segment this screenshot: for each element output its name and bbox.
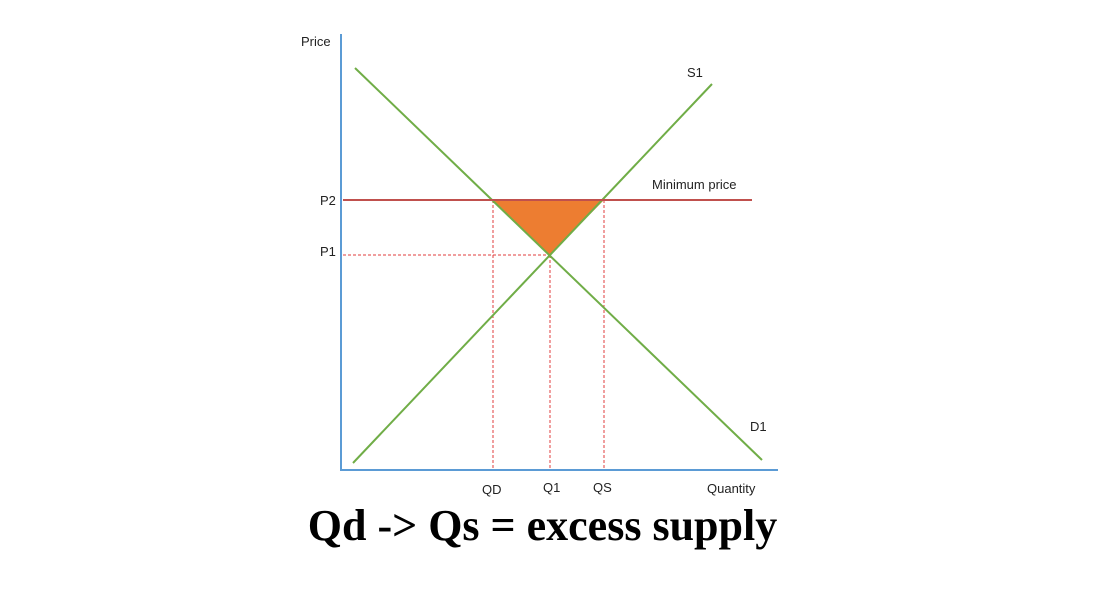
p1-label: P1 (320, 244, 336, 259)
supply-curve (352, 83, 713, 464)
qs-label: QS (593, 480, 612, 495)
excess-supply-area (493, 200, 604, 255)
q1-label: Q1 (543, 480, 560, 495)
caption: Qd -> Qs = excess supply (307, 501, 778, 550)
qd-label: QD (482, 482, 502, 497)
supply-curve-label: S1 (687, 65, 703, 80)
minimum-price-label: Minimum price (652, 177, 737, 192)
demand-curve (354, 67, 763, 461)
demand-curve-label: D1 (750, 419, 767, 434)
p2-label: P2 (320, 193, 336, 208)
price-axis-label: Price (301, 34, 331, 49)
quantity-axis-label: Quantity (707, 481, 756, 496)
